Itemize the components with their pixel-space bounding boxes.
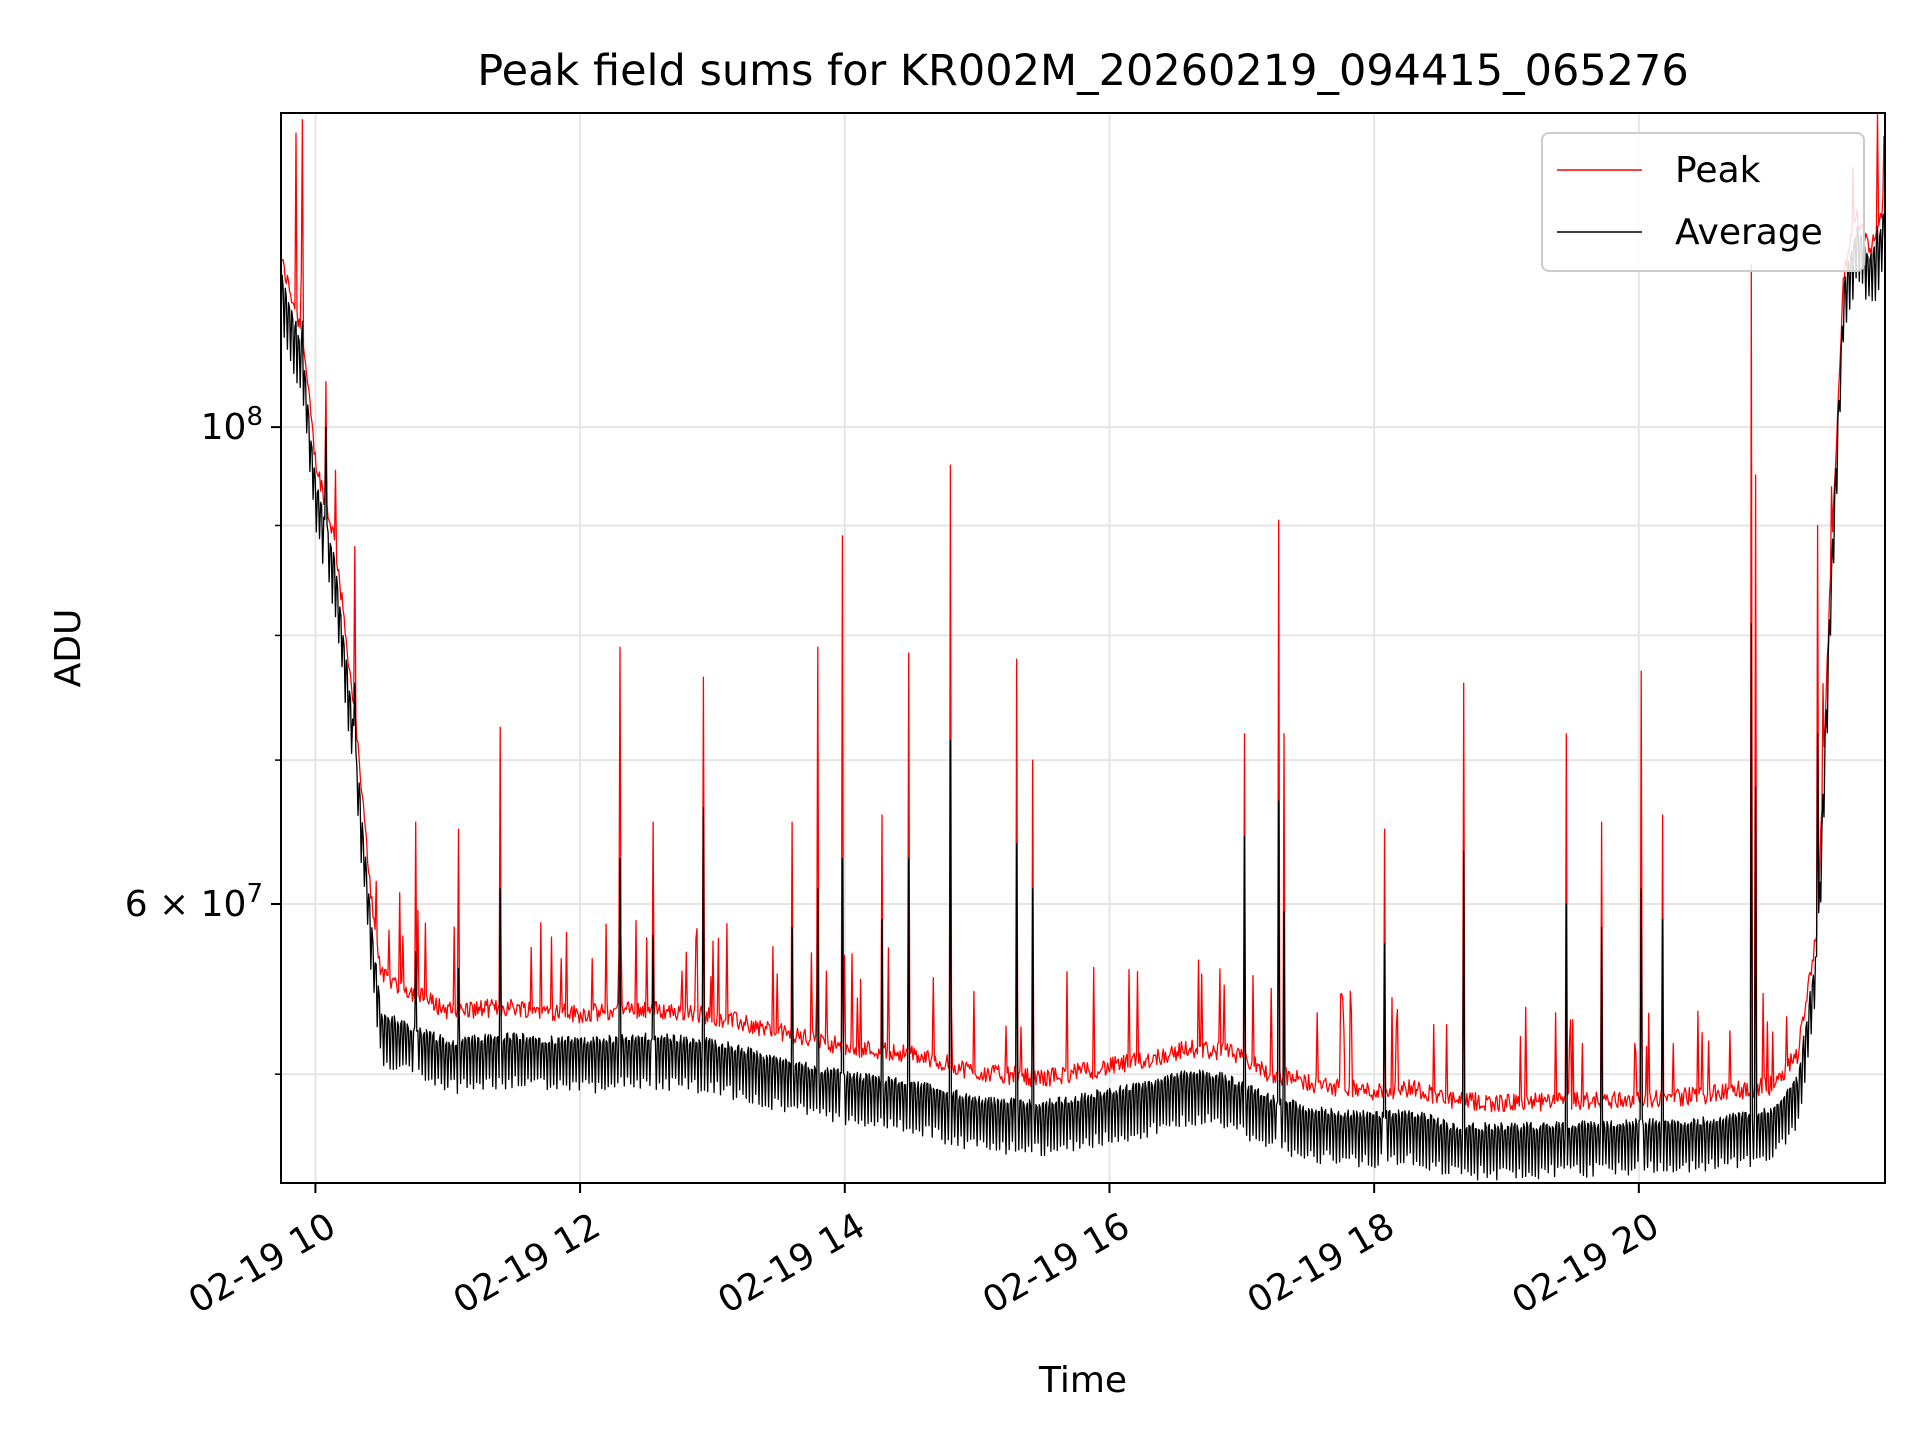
- y-tick-label-exponent: 7: [246, 879, 263, 909]
- y-axis-title: ADU: [48, 609, 89, 688]
- y-axis: 6 × 107 108: [125, 402, 281, 1075]
- y-tick-label: 6 × 107: [125, 879, 263, 925]
- x-axis-title: Time: [1038, 1360, 1127, 1401]
- legend-average-label: Average: [1675, 212, 1823, 253]
- legend-box: [1541, 132, 1865, 272]
- plot-frame: [280, 112, 1886, 1184]
- legend-peak-label: Peak: [1675, 150, 1761, 191]
- peak-series-line: [280, 112, 1886, 1113]
- plot-area: [280, 112, 1886, 1181]
- y-tick-label: 108: [201, 402, 263, 448]
- average-series-line: [280, 213, 1886, 1181]
- y-tick-label-base: 10: [201, 407, 247, 448]
- chart-title: Peak field sums for KR002M_20260219_0944…: [477, 46, 1689, 96]
- y-tick-label-exponent: 8: [246, 402, 263, 432]
- y-tick-label-base: 6 × 10: [125, 884, 247, 925]
- gridlines: [281, 113, 1885, 1183]
- legend: Peak Average: [1541, 132, 1865, 272]
